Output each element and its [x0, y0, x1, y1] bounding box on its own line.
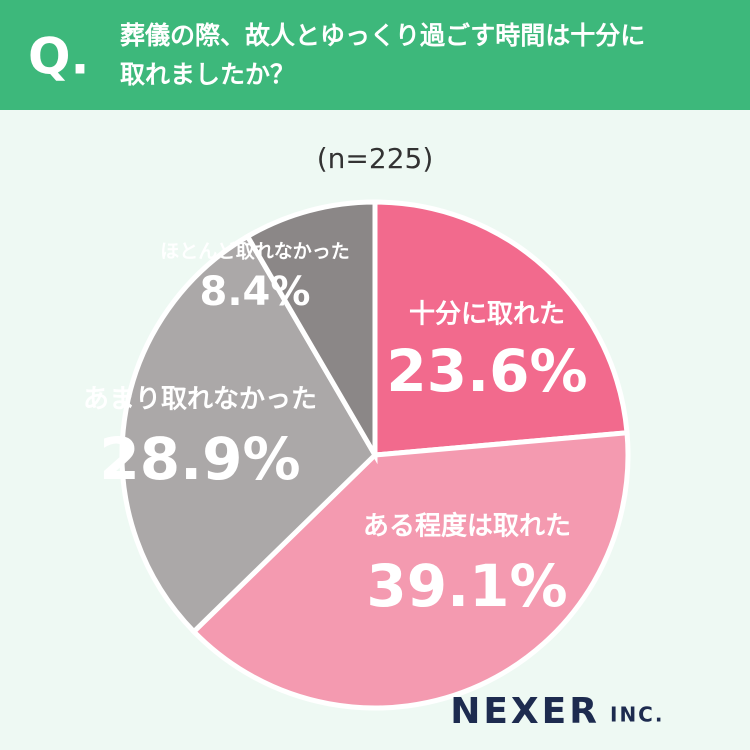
slice-value: 8.4%: [200, 269, 311, 315]
logo-name: NEXER: [450, 691, 600, 732]
slice-label: ある程度は取れた: [363, 511, 571, 542]
pie-slice: [190, 430, 631, 711]
slice-value: 39.1%: [366, 552, 567, 620]
sample-size: (n=225): [317, 142, 434, 175]
pie: [119, 199, 631, 711]
header-band: [0, 0, 750, 110]
q-mark: Q.: [28, 28, 90, 86]
slice-value: 23.6%: [386, 337, 587, 405]
question-line: 葬儀の際、故人とゆっくり過ごす時間は十分に: [120, 21, 645, 50]
logo-suffix: INC.: [610, 703, 664, 727]
pie-slice: [244, 199, 378, 465]
pie-slice: [372, 199, 630, 458]
labels: 十分に取れた 23.6% ある程度は取れた 39.1% あまり取れなかった 28.9% ほと…: [83, 241, 588, 621]
slice-value: 28.9%: [99, 425, 300, 493]
question-line: 取れましたか？: [120, 60, 295, 89]
slice-label: あまり取れなかった: [83, 385, 317, 415]
slice-label: 十分に取れた: [409, 300, 565, 330]
pie-slice: [119, 233, 379, 636]
slice-label: ほとんど取れなかった: [160, 241, 349, 263]
